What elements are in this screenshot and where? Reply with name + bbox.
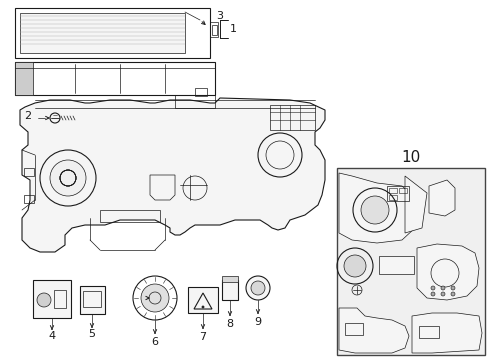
Text: 10: 10 [401,150,420,166]
Bar [33,280,71,318]
Circle shape [360,196,388,224]
Text: 4: 4 [48,331,56,341]
Bar [15,62,33,95]
Circle shape [265,141,293,169]
Polygon shape [338,308,408,353]
Bar [83,291,101,307]
Text: 7: 7 [199,332,206,342]
Bar [24,168,34,176]
Circle shape [50,160,86,196]
Bar [54,290,66,308]
Bar [222,280,238,300]
Circle shape [430,286,434,290]
Circle shape [450,292,454,296]
Bar [15,8,209,58]
Text: 3: 3 [216,11,223,21]
Text: 8: 8 [226,319,233,329]
Circle shape [440,292,444,296]
Bar [345,323,362,335]
Circle shape [430,292,434,296]
Polygon shape [20,98,325,252]
Bar [378,256,413,274]
Bar [398,188,406,193]
Bar [388,188,396,193]
Circle shape [245,276,269,300]
Polygon shape [428,180,454,216]
Bar [24,195,34,203]
Text: 6: 6 [151,337,158,347]
Text: 9: 9 [254,317,261,327]
Circle shape [37,293,51,307]
Bar [209,22,218,37]
Circle shape [343,255,365,277]
Polygon shape [411,313,481,353]
Polygon shape [150,175,175,200]
Bar [100,210,160,222]
Bar [187,287,218,313]
Bar [20,13,184,53]
Circle shape [141,284,169,312]
Bar [212,25,217,35]
Bar [80,286,105,314]
Circle shape [250,281,264,295]
Polygon shape [338,173,418,243]
Bar [388,195,396,200]
Bar [336,168,484,355]
Bar [222,276,238,282]
Bar [386,186,408,201]
Bar [418,326,438,338]
Bar [269,105,314,130]
Circle shape [440,286,444,290]
Bar [15,62,215,95]
Bar [175,95,215,108]
Text: 5: 5 [88,329,95,339]
Text: 1: 1 [229,24,236,34]
Bar [195,88,206,96]
Polygon shape [404,176,426,233]
Circle shape [202,306,203,308]
Text: 2: 2 [24,111,32,121]
Polygon shape [416,244,478,300]
Circle shape [450,286,454,290]
